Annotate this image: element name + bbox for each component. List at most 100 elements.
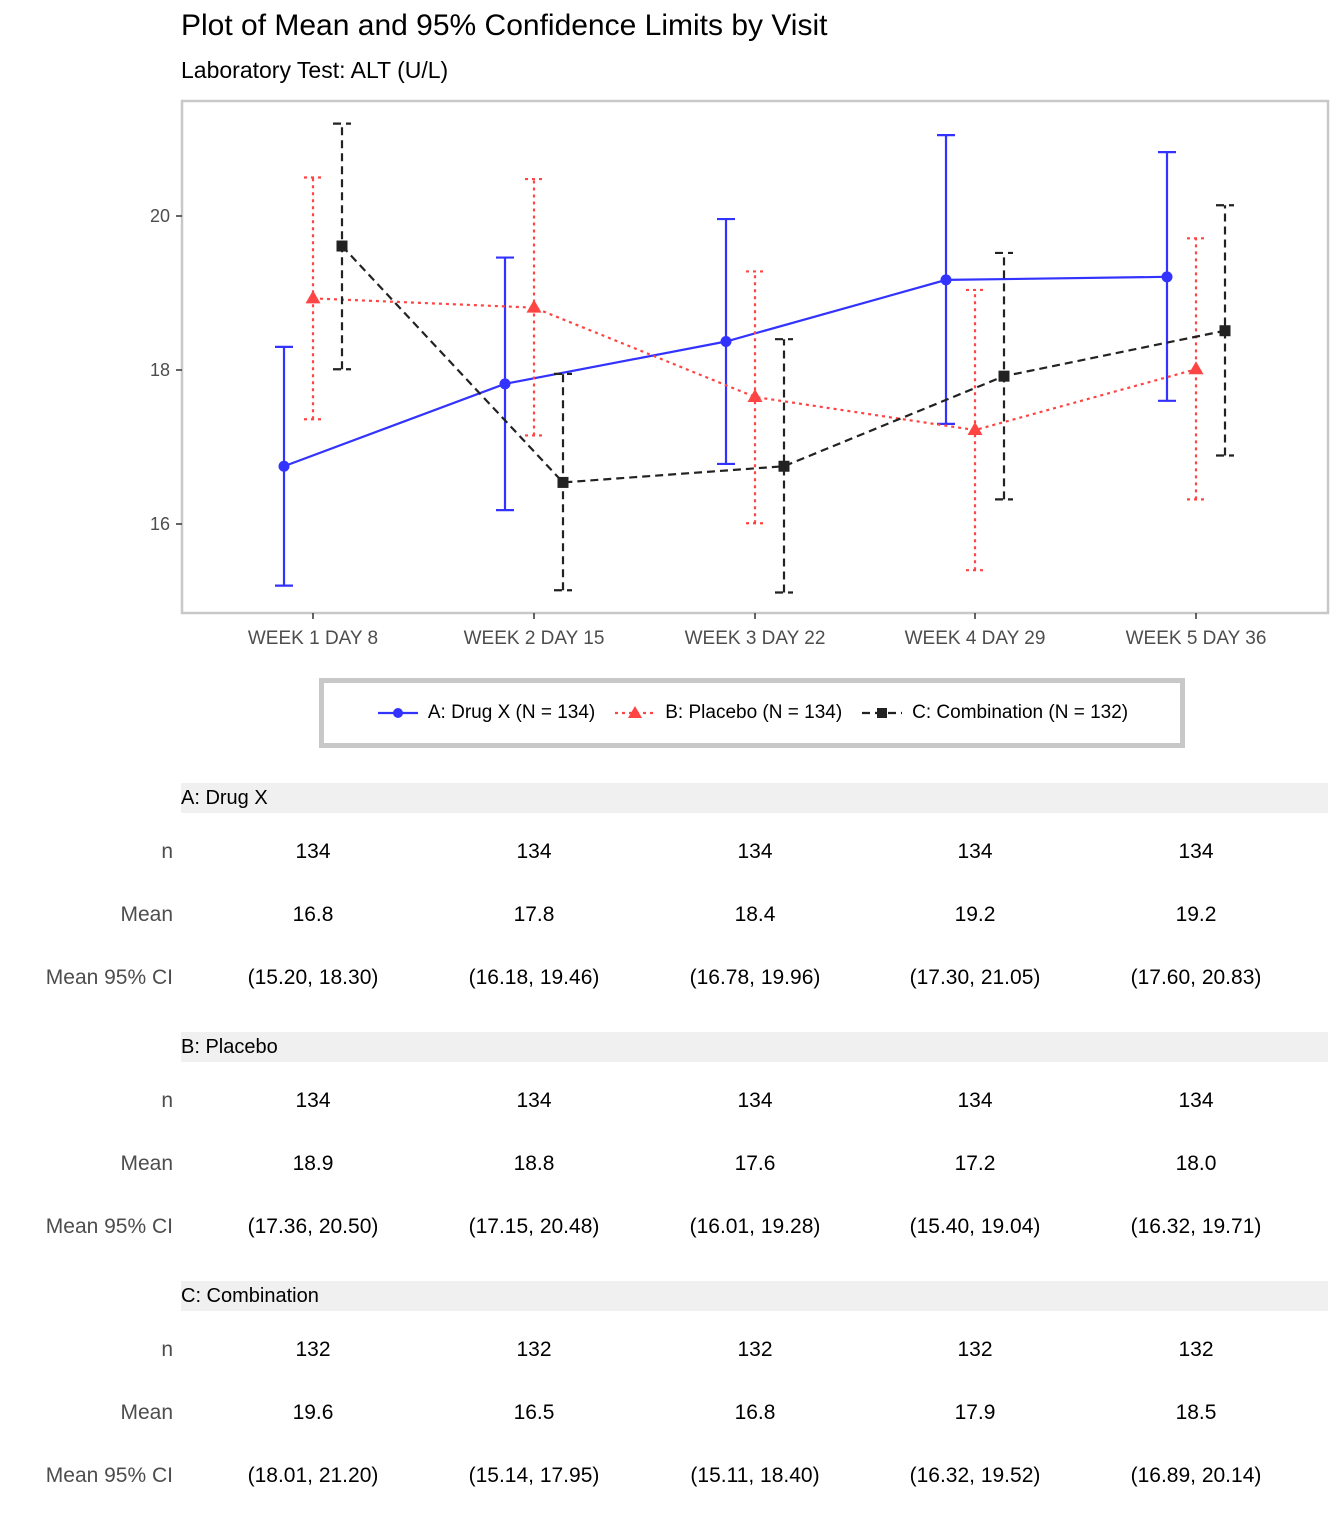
data-point-drug-x <box>278 460 290 472</box>
data-point-combination <box>336 240 348 252</box>
legend-item: B: Placebo (N = 134) <box>613 702 842 724</box>
table-cell: 132 <box>737 1338 773 1361</box>
data-point-drug-x <box>1161 271 1173 283</box>
table-cell: 18.9 <box>292 1152 334 1175</box>
legend-label: C: Combination (N = 132) <box>912 702 1129 723</box>
table-row-label: n <box>161 1338 173 1361</box>
table-row-label: Mean 95% CI <box>45 966 173 989</box>
series-line-combination <box>341 245 1226 484</box>
data-point-combination <box>557 476 569 488</box>
table-cell: 18.5 <box>1175 1401 1217 1424</box>
table-row-label: n <box>161 840 173 863</box>
data-point-placebo <box>526 299 542 313</box>
table-row-label: Mean 95% CI <box>45 1464 173 1487</box>
table-cell: 18.8 <box>513 1152 555 1175</box>
data-point-combination <box>778 460 790 472</box>
error-bar-combination <box>775 338 793 594</box>
table-cell: 18.4 <box>734 903 776 926</box>
table-cell: 18.0 <box>1175 1152 1217 1175</box>
data-point-placebo <box>1188 361 1204 375</box>
table-row-label: n <box>161 1089 173 1112</box>
legend-label: A: Drug X (N = 134) <box>427 702 596 723</box>
table-cell: 17.9 <box>954 1401 996 1424</box>
error-bar-placebo <box>1187 237 1205 501</box>
table-cell: (16.32, 19.71) <box>1130 1215 1262 1238</box>
table-cell: 134 <box>1178 840 1214 863</box>
table-cell: (16.01, 19.28) <box>689 1215 821 1238</box>
table-cell: (17.60, 20.83) <box>1130 966 1262 989</box>
chart-subtitle: Laboratory Test: ALT (U/L) <box>181 57 449 83</box>
legend-item: C: Combination (N = 132) <box>860 702 1128 724</box>
table-cell: (15.11, 18.40) <box>690 1464 820 1487</box>
table-cell: (18.01, 21.20) <box>247 1464 379 1487</box>
table-cell: 16.8 <box>292 903 334 926</box>
x-tick-label: WEEK 4 DAY 29 <box>905 628 1046 649</box>
y-tick-label: 20 <box>150 206 170 226</box>
x-tick-label: WEEK 5 DAY 36 <box>1126 628 1267 649</box>
table-cell: 134 <box>957 840 993 863</box>
table-cell: (17.15, 20.48) <box>468 1215 600 1238</box>
table-cell: (16.78, 19.96) <box>689 966 821 989</box>
data-point-placebo <box>305 290 321 304</box>
table-group-header: A: Drug X <box>181 783 1328 813</box>
data-point-drug-x <box>720 336 732 348</box>
table-cell: 134 <box>1178 1089 1214 1112</box>
table-cell: 19.6 <box>292 1401 334 1424</box>
legend-label: B: Placebo (N = 134) <box>665 702 843 723</box>
x-tick-label: WEEK 1 DAY 8 <box>248 628 378 649</box>
error-bar-combination <box>1216 204 1234 457</box>
x-tick-label: WEEK 2 DAY 15 <box>464 628 605 649</box>
y-tick-label: 16 <box>150 514 170 534</box>
table-cell: (15.20, 18.30) <box>247 966 379 989</box>
table-cell: 132 <box>1178 1338 1214 1361</box>
legend-item: A: Drug X (N = 134) <box>376 702 595 724</box>
data-point-drug-x <box>940 274 952 286</box>
x-tick-label: WEEK 3 DAY 22 <box>685 628 826 649</box>
table-cell: 134 <box>737 840 773 863</box>
chart-plot: 16 18 20 WEEK 1 DAY 8 WEEK 2 DAY 15 WEEK 3 DA… <box>150 99 1330 649</box>
table-cell: (16.89, 20.14) <box>1130 1464 1262 1487</box>
table-cell: 19.2 <box>1175 903 1217 926</box>
table-cell: 16.8 <box>734 1401 776 1424</box>
table-cell: 134 <box>295 1089 331 1112</box>
table-cell: (17.30, 21.05) <box>909 966 1041 989</box>
legend-key-circle-icon <box>377 708 418 718</box>
table-row-label: Mean <box>120 1401 173 1424</box>
table-cell: 17.6 <box>734 1152 776 1175</box>
table-cell: 134 <box>295 840 331 863</box>
data-point-placebo <box>967 422 983 436</box>
table-cell: (15.14, 17.95) <box>468 1464 600 1487</box>
table-cell: 132 <box>516 1338 552 1361</box>
series-line-placebo <box>312 297 1197 432</box>
table-cell: 17.8 <box>513 903 555 926</box>
table-group-header: B: Placebo <box>181 1032 1328 1062</box>
table-row-label: Mean <box>120 1152 173 1175</box>
data-point-combination <box>998 370 1010 382</box>
table-cell: (16.18, 19.46) <box>468 966 600 989</box>
table-row-label: Mean <box>120 903 173 926</box>
table-cell: 17.2 <box>954 1152 996 1175</box>
legend-key-square-icon <box>862 708 903 718</box>
table-cell: 134 <box>957 1089 993 1112</box>
table-cell: (17.36, 20.50) <box>247 1215 379 1238</box>
table-group-header: C: Combination <box>181 1281 1328 1311</box>
table-cell: 134 <box>516 1089 552 1112</box>
table-row-label: Mean 95% CI <box>45 1215 173 1238</box>
y-tick-label: 18 <box>150 360 170 380</box>
table-cell: (16.32, 19.52) <box>909 1464 1041 1487</box>
data-point-placebo <box>747 388 763 402</box>
table-cell: 132 <box>957 1338 993 1361</box>
table-cell: 16.5 <box>513 1401 555 1424</box>
plot-panel-border <box>180 99 1330 615</box>
legend-key-triangle-icon <box>615 706 656 718</box>
error-bar-placebo <box>746 270 764 525</box>
table-cell: 132 <box>295 1338 331 1361</box>
data-point-drug-x <box>499 378 511 390</box>
chart-title: Plot of Mean and 95% Confidence Limits b… <box>181 9 828 42</box>
table-cell: (15.40, 19.04) <box>909 1215 1041 1238</box>
table-cell: 134 <box>737 1089 773 1112</box>
table-cell: 19.2 <box>954 903 996 926</box>
data-point-combination <box>1219 325 1231 337</box>
table-cell: 134 <box>516 840 552 863</box>
chart-legend: A: Drug X (N = 134) B: Placebo (N = 134) C… <box>319 678 1185 748</box>
